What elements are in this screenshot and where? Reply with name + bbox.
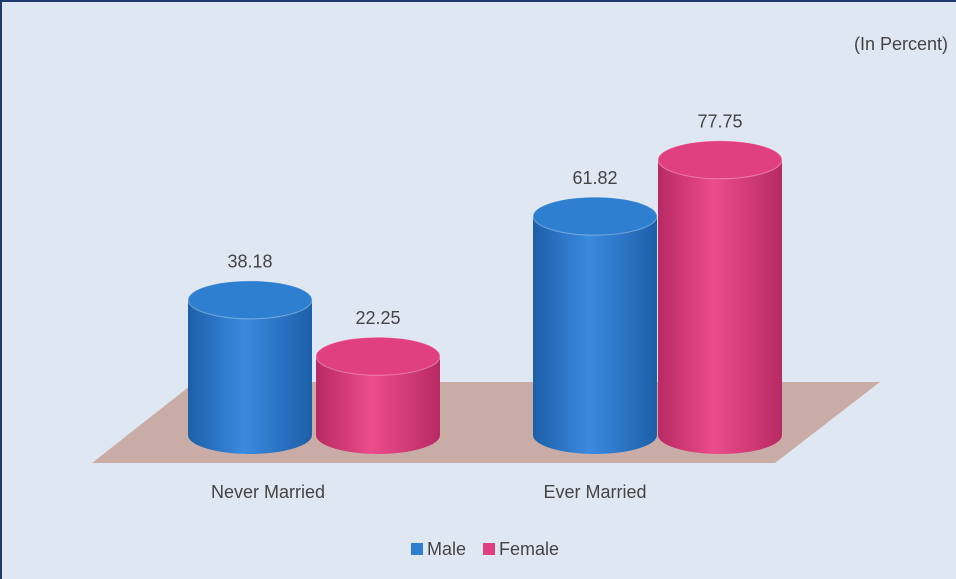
bar-top <box>187 280 313 320</box>
legend-swatch <box>411 543 423 555</box>
data-label: 38.18 <box>227 252 272 272</box>
data-label: 77.75 <box>697 112 742 132</box>
bar <box>658 159 782 454</box>
x-tick-label: Ever Married <box>543 482 646 502</box>
bar-top <box>532 196 658 236</box>
x-tick-label: Never Married <box>211 482 325 502</box>
bar-top <box>315 336 441 376</box>
data-label: 61.82 <box>572 168 617 188</box>
data-label: 22.25 <box>355 308 400 328</box>
bar-top <box>657 140 783 180</box>
legend-swatch <box>483 543 495 555</box>
legend-label: Female <box>499 539 559 559</box>
bar <box>533 216 657 454</box>
legend-label: Male <box>427 539 466 559</box>
bar <box>316 356 440 454</box>
bar <box>188 299 312 454</box>
annotation: (In Percent) <box>854 34 948 54</box>
